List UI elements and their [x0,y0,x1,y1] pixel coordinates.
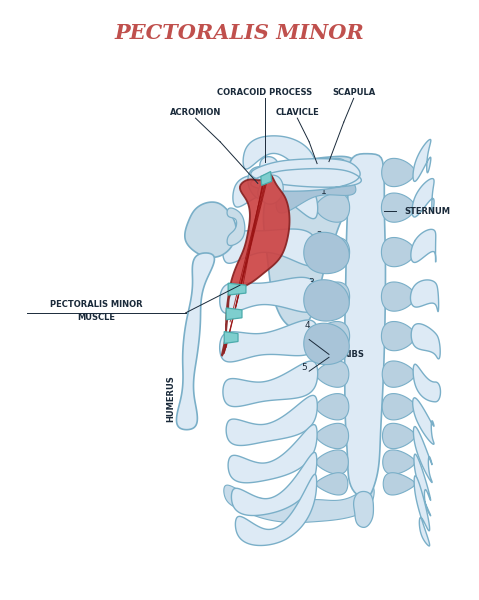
Polygon shape [413,427,432,482]
Polygon shape [276,179,356,213]
Polygon shape [316,424,349,449]
Text: CORACOID PROCESS: CORACOID PROCESS [217,88,312,97]
Polygon shape [354,491,374,527]
Polygon shape [413,139,431,181]
Polygon shape [220,277,318,314]
Polygon shape [412,179,434,217]
Text: 1: 1 [321,187,327,196]
Polygon shape [233,175,318,218]
Polygon shape [316,282,350,311]
Polygon shape [411,229,436,262]
Polygon shape [243,136,318,182]
Polygon shape [413,364,441,402]
Polygon shape [304,232,349,274]
Text: HUMERUS: HUMERUS [166,376,175,422]
Text: 3: 3 [308,278,314,287]
Polygon shape [381,282,415,311]
Polygon shape [316,238,350,267]
Polygon shape [260,157,282,197]
Polygon shape [224,485,374,523]
Polygon shape [227,208,245,245]
Polygon shape [316,361,349,387]
Text: 4: 4 [304,321,310,330]
Text: STERNUM: STERNUM [405,206,451,215]
Polygon shape [382,424,415,449]
Polygon shape [220,320,318,362]
Text: MUSCLE: MUSCLE [78,313,115,322]
Polygon shape [382,158,415,187]
Polygon shape [223,361,318,407]
Polygon shape [316,322,350,351]
Polygon shape [345,154,386,498]
Polygon shape [248,167,278,200]
Polygon shape [381,238,415,267]
Polygon shape [251,158,361,191]
Polygon shape [383,450,415,474]
Polygon shape [258,175,283,204]
Polygon shape [224,332,238,343]
Text: 5: 5 [301,363,307,372]
Polygon shape [223,229,318,266]
Polygon shape [226,308,242,320]
Polygon shape [383,473,415,495]
Polygon shape [226,395,317,445]
Polygon shape [185,202,236,257]
Polygon shape [235,475,317,545]
Polygon shape [381,193,415,222]
Polygon shape [316,473,348,495]
Polygon shape [382,394,415,420]
Polygon shape [414,476,430,546]
Polygon shape [381,322,415,351]
Polygon shape [263,157,361,330]
Text: PECTORALIS MINOR: PECTORALIS MINOR [50,301,143,310]
Polygon shape [304,280,349,321]
Polygon shape [316,158,349,187]
Polygon shape [411,280,439,311]
Text: 2: 2 [316,231,322,240]
Text: PECTORALIS MINOR: PECTORALIS MINOR [114,23,364,43]
Polygon shape [316,450,348,474]
Polygon shape [228,425,317,483]
Text: CLAVICLE: CLAVICLE [275,108,319,117]
Polygon shape [261,172,272,185]
Polygon shape [382,361,415,387]
Polygon shape [304,323,349,365]
Polygon shape [411,324,440,359]
Polygon shape [316,193,350,222]
Polygon shape [413,398,434,444]
Text: RIBS: RIBS [342,350,365,359]
Text: ACROMION: ACROMION [170,108,221,117]
Polygon shape [222,175,289,355]
Text: SCAPULA: SCAPULA [332,88,375,97]
Polygon shape [228,283,246,295]
Polygon shape [414,454,431,515]
Polygon shape [316,394,349,420]
Polygon shape [231,452,317,515]
Polygon shape [176,253,215,430]
